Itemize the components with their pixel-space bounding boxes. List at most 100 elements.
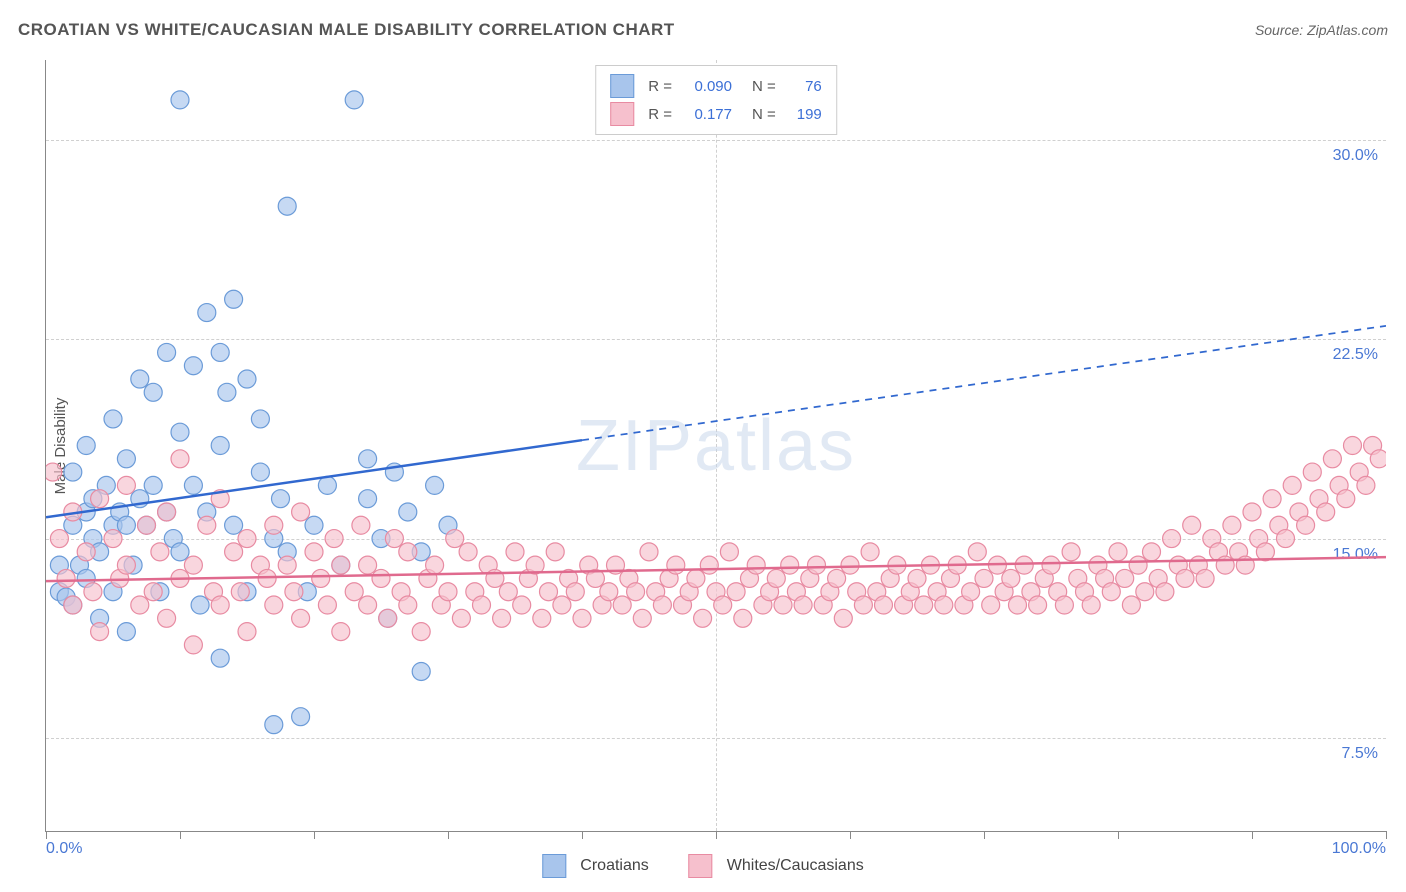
scatter-point xyxy=(553,596,571,614)
legend-label: Croatians xyxy=(580,857,648,875)
scatter-point xyxy=(573,609,591,627)
scatter-point xyxy=(184,556,202,574)
scatter-point xyxy=(117,516,135,534)
scatter-point xyxy=(506,543,524,561)
scatter-point xyxy=(292,609,310,627)
x-tick xyxy=(180,831,181,839)
scatter-point xyxy=(1082,596,1100,614)
scatter-point xyxy=(131,370,149,388)
r-label: R = xyxy=(648,78,672,95)
scatter-point xyxy=(225,516,243,534)
scatter-point xyxy=(1263,490,1281,508)
scatter-point xyxy=(399,543,417,561)
scatter-point xyxy=(104,410,122,428)
scatter-point xyxy=(875,596,893,614)
legend-item: Croatians xyxy=(542,854,648,878)
scatter-point xyxy=(318,476,336,494)
scatter-point xyxy=(345,91,363,109)
scatter-point xyxy=(231,583,249,601)
scatter-point xyxy=(104,530,122,548)
scatter-point xyxy=(191,596,209,614)
x-tick xyxy=(716,831,717,839)
scatter-point xyxy=(272,490,290,508)
scatter-point xyxy=(385,530,403,548)
scatter-point xyxy=(1042,556,1060,574)
scatter-point xyxy=(77,543,95,561)
legend-swatch xyxy=(610,102,634,126)
scatter-point xyxy=(1129,556,1147,574)
scatter-point xyxy=(359,556,377,574)
scatter-point xyxy=(1344,437,1362,455)
scatter-point xyxy=(687,569,705,587)
scatter-point xyxy=(77,437,95,455)
correlation-legend: R =0.090N =76R =0.177N =199 xyxy=(595,65,837,135)
scatter-point xyxy=(546,543,564,561)
scatter-point xyxy=(412,623,430,641)
scatter-point xyxy=(747,556,765,574)
scatter-point xyxy=(493,609,511,627)
scatter-point xyxy=(834,609,852,627)
scatter-point xyxy=(828,569,846,587)
scatter-point xyxy=(399,596,417,614)
scatter-point xyxy=(198,304,216,322)
scatter-point xyxy=(1002,569,1020,587)
n-value: 76 xyxy=(788,78,822,95)
scatter-point xyxy=(1029,596,1047,614)
scatter-point xyxy=(600,583,618,601)
scatter-point xyxy=(312,569,330,587)
scatter-point xyxy=(211,649,229,667)
scatter-svg xyxy=(46,60,1386,831)
scatter-point xyxy=(318,596,336,614)
x-tick xyxy=(314,831,315,839)
scatter-point xyxy=(218,383,236,401)
scatter-point xyxy=(171,450,189,468)
x-tick xyxy=(850,831,851,839)
scatter-point xyxy=(633,609,651,627)
scatter-point xyxy=(533,609,551,627)
scatter-point xyxy=(640,543,658,561)
legend-label: Whites/Caucasians xyxy=(727,857,864,875)
scatter-point xyxy=(915,596,933,614)
scatter-point xyxy=(225,543,243,561)
scatter-point xyxy=(767,569,785,587)
scatter-point xyxy=(667,556,685,574)
scatter-point xyxy=(151,543,169,561)
scatter-point xyxy=(935,596,953,614)
legend-swatch xyxy=(542,854,566,878)
x-axis-min-label: 0.0% xyxy=(46,840,82,858)
scatter-point xyxy=(1102,583,1120,601)
scatter-point xyxy=(781,556,799,574)
scatter-point xyxy=(1062,543,1080,561)
scatter-point xyxy=(64,463,82,481)
x-tick xyxy=(1252,831,1253,839)
scatter-point xyxy=(566,583,584,601)
scatter-point xyxy=(117,476,135,494)
scatter-point xyxy=(1055,596,1073,614)
scatter-point xyxy=(1156,583,1174,601)
scatter-point xyxy=(158,609,176,627)
scatter-point xyxy=(379,609,397,627)
scatter-point xyxy=(473,596,491,614)
scatter-point xyxy=(332,623,350,641)
x-axis-max-label: 100.0% xyxy=(1332,840,1386,858)
n-value: 199 xyxy=(788,106,822,123)
scatter-point xyxy=(1116,569,1134,587)
scatter-point xyxy=(305,516,323,534)
scatter-point xyxy=(292,503,310,521)
scatter-point xyxy=(171,91,189,109)
scatter-point xyxy=(285,583,303,601)
scatter-point xyxy=(982,596,1000,614)
scatter-point xyxy=(352,516,370,534)
x-tick xyxy=(1386,831,1387,839)
scatter-point xyxy=(808,556,826,574)
series-legend: Croatians Whites/Caucasians xyxy=(542,854,863,878)
scatter-point xyxy=(158,503,176,521)
r-label: R = xyxy=(648,106,672,123)
scatter-point xyxy=(613,596,631,614)
scatter-point xyxy=(238,623,256,641)
chart-title: CROATIAN VS WHITE/CAUCASIAN MALE DISABIL… xyxy=(18,20,675,40)
scatter-point xyxy=(446,530,464,548)
scatter-point xyxy=(499,583,517,601)
scatter-point xyxy=(1009,596,1027,614)
scatter-point xyxy=(238,530,256,548)
